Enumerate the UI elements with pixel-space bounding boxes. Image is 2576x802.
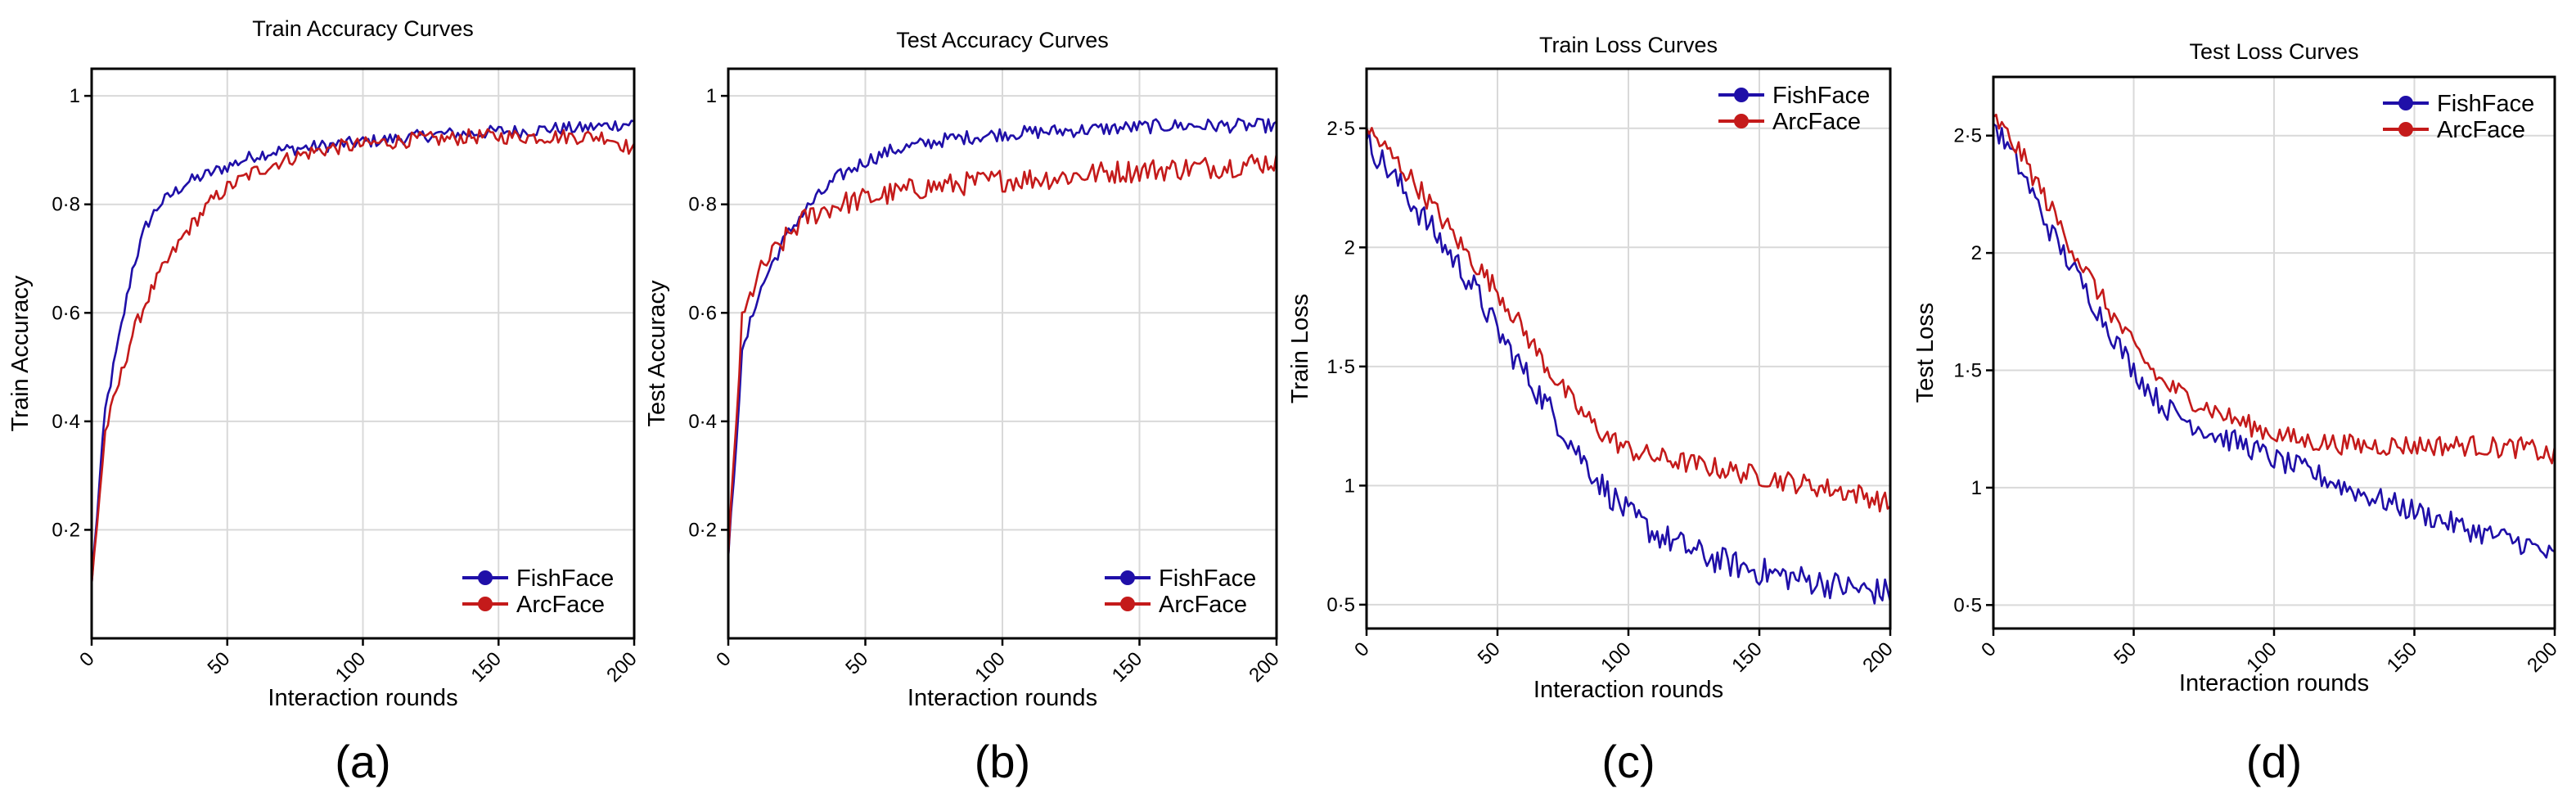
- y-tick-label: 0·8: [52, 194, 80, 216]
- x-tick-label: 50: [1474, 638, 1505, 669]
- series-line-fishface: [92, 119, 634, 584]
- series-line-arcface: [1367, 127, 1890, 513]
- y-tick-label: 2·5: [1953, 125, 1982, 147]
- legend-marker-arcface: [1120, 597, 1135, 611]
- series-line-fishface: [1993, 123, 2555, 559]
- y-axis-label: Train Loss: [1287, 294, 1313, 403]
- x-axis-label: Interaction rounds: [1533, 677, 1723, 703]
- x-tick-label: 100: [971, 648, 1009, 687]
- y-axis-label: Test Accuracy: [644, 280, 670, 426]
- x-axis-label: Interaction rounds: [2179, 670, 2369, 696]
- y-axis-label: Train Accuracy: [7, 275, 34, 431]
- x-tick-label: 50: [841, 648, 872, 679]
- x-tick-label: 50: [2110, 638, 2141, 669]
- series-line-fishface: [728, 117, 1277, 557]
- x-tick-label: 150: [1108, 648, 1146, 687]
- y-tick-label: 2·5: [1326, 118, 1355, 140]
- y-tick-label: 1: [1344, 475, 1355, 497]
- series-line-arcface: [92, 128, 634, 584]
- chart-panel-1: 0 50 100 150 200 0·2 0·4 0·6 0·8 1 Train Accuracy …: [7, 16, 642, 787]
- panel-label: (b): [975, 736, 1030, 787]
- x-tick-label: 200: [602, 648, 641, 687]
- legend-marker-arcface: [2398, 122, 2413, 137]
- x-tick-label: 150: [2383, 638, 2421, 677]
- y-tick-label: 1·5: [1326, 356, 1355, 378]
- legend-label-fishface: FishFace: [1159, 565, 1256, 592]
- x-axis-label: Interaction rounds: [268, 685, 457, 711]
- series-line-arcface: [1993, 113, 2555, 465]
- y-axis-label: Test Loss: [1912, 303, 1939, 403]
- y-tick-label: 0·8: [688, 194, 717, 216]
- x-tick-label: 50: [204, 648, 235, 679]
- y-tick-label: 1: [706, 85, 717, 107]
- legend-label-arcface: ArcFace: [516, 592, 605, 618]
- legend-marker-fishface: [478, 570, 493, 585]
- chart-title: Train Accuracy Curves: [252, 16, 474, 41]
- x-tick-label: 100: [1596, 638, 1635, 677]
- legend-marker-arcface: [478, 597, 493, 611]
- x-tick-label: 0: [75, 648, 99, 672]
- y-tick-label: 0·5: [1326, 594, 1355, 616]
- x-tick-label: 0: [712, 648, 736, 672]
- legend-marker-arcface: [1734, 114, 1749, 128]
- y-tick-label: 0·5: [1953, 594, 1982, 616]
- legend-marker-fishface: [1120, 570, 1135, 585]
- y-tick-label: 0·4: [52, 411, 80, 433]
- legend-marker-fishface: [1734, 88, 1749, 102]
- y-tick-label: 0·2: [688, 519, 717, 541]
- x-tick-label: 100: [331, 648, 370, 687]
- y-tick-label: 1·5: [1953, 360, 1982, 382]
- y-tick-label: 2: [1344, 237, 1355, 259]
- legend-marker-fishface: [2398, 96, 2413, 110]
- x-tick-label: 200: [2523, 638, 2561, 677]
- chart-title: Train Loss Curves: [1539, 33, 1718, 57]
- x-tick-label: 0: [1350, 638, 1374, 662]
- y-tick-label: 0·6: [52, 302, 80, 324]
- legend-label-fishface: FishFace: [2437, 91, 2534, 117]
- legend-label-fishface: FishFace: [1772, 83, 1870, 109]
- x-tick-label: 200: [1858, 638, 1897, 677]
- legend-label-arcface: ArcFace: [2437, 117, 2525, 143]
- x-tick-label: 150: [1727, 638, 1766, 677]
- x-tick-label: 0: [1977, 638, 2001, 662]
- chart-panel-2: 0 50 100 150 200 0·2 0·4 0·6 0·8 1 Test Accuracy C…: [644, 28, 1284, 787]
- y-tick-label: 1: [1971, 477, 1982, 499]
- panel-label: (a): [335, 736, 390, 787]
- y-tick-label: 0·2: [52, 519, 80, 541]
- y-tick-label: 0·4: [688, 411, 717, 433]
- chart-title: Test Accuracy Curves: [896, 28, 1109, 52]
- legend-label-arcface: ArcFace: [1772, 109, 1861, 135]
- legend-label-fishface: FishFace: [516, 565, 614, 592]
- y-tick-label: 0·6: [688, 302, 717, 324]
- x-axis-label: Interaction rounds: [907, 685, 1097, 711]
- chart-title: Test Loss Curves: [2189, 39, 2358, 64]
- series-line-arcface: [728, 153, 1277, 557]
- chart-panel-3: 0 50 100 150 200 0·5 1 1·5 2 2·5 Train Loss Curves…: [1287, 33, 1898, 787]
- legend-label-arcface: ArcFace: [1159, 592, 1247, 618]
- x-tick-label: 150: [467, 648, 506, 687]
- y-tick-label: 1: [70, 85, 80, 107]
- y-tick-label: 2: [1971, 242, 1982, 264]
- x-tick-label: 200: [1245, 648, 1283, 687]
- panel-label: (c): [1601, 736, 1655, 787]
- series-line-fishface: [1367, 130, 1890, 605]
- panel-label: (d): [2246, 736, 2302, 787]
